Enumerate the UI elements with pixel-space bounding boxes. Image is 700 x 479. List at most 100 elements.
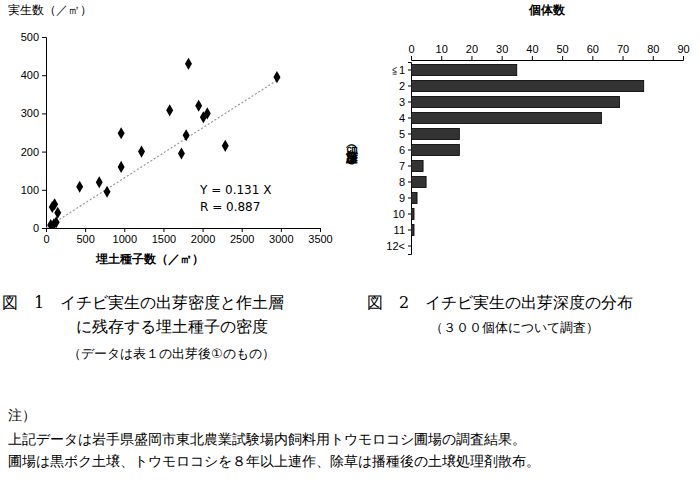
- tick-mark: [408, 230, 411, 231]
- tick-label: 0: [408, 43, 414, 55]
- caption-title: 図 1 イチビ実生の出芽密度と作土層: [2, 293, 284, 312]
- tick-mark: [532, 56, 533, 60]
- tick-mark: [408, 134, 411, 135]
- tick: 3: [399, 96, 411, 108]
- bar: [411, 112, 601, 123]
- tick-label: 1000: [113, 233, 137, 245]
- x-axis: 0 10 20 30 40 50 60 70 80 90: [408, 43, 689, 61]
- tick-mark: [124, 228, 125, 232]
- tick: 400: [21, 69, 46, 81]
- tick-label: 3500: [308, 233, 332, 245]
- point: [222, 140, 229, 152]
- tick-mark: [408, 118, 411, 119]
- point: [76, 181, 83, 193]
- bar: [411, 144, 459, 155]
- tick: 10: [393, 208, 411, 220]
- tick-mark: [408, 182, 411, 183]
- y-axis-title: 出芽深度（㎝）: [345, 141, 359, 165]
- tick-label: 90: [677, 43, 689, 55]
- bar-chart: 0102030405060708090≦123456789101112<個体数出…: [345, 3, 690, 335]
- point: [273, 71, 280, 83]
- tick-mark: [203, 228, 204, 232]
- tick-label: 4: [399, 112, 405, 124]
- tick-label: 3000: [269, 233, 293, 245]
- x-axis-title: 埋土種子数（／㎡）: [95, 252, 204, 266]
- point: [54, 207, 61, 219]
- page: 0500100015002000250030003500010020030040…: [0, 0, 700, 479]
- tick: 500: [76, 228, 94, 245]
- tick: 8: [399, 176, 411, 188]
- tick-mark: [411, 56, 412, 60]
- tick: 3000: [269, 228, 293, 245]
- tick-label: 2500: [230, 233, 254, 245]
- trendline: [46, 78, 281, 228]
- tick-mark: [502, 56, 503, 60]
- tick: 3500: [308, 228, 332, 245]
- caption-subtitle: （データは表１の出芽後①のもの）: [68, 346, 275, 361]
- tick: 4: [399, 112, 411, 124]
- annotation: R = 0.887: [200, 200, 260, 214]
- tick-label: 0: [33, 222, 39, 234]
- tick: 20: [466, 43, 478, 60]
- tick-label: 5: [399, 128, 405, 140]
- point: [118, 161, 125, 173]
- tick-label: 7: [399, 160, 405, 172]
- tick-mark: [42, 37, 46, 38]
- tick-label: 400: [21, 69, 39, 81]
- tick-label: 500: [76, 233, 94, 245]
- tick: 30: [496, 43, 508, 60]
- tick: 40: [526, 43, 538, 60]
- tick-mark: [242, 228, 243, 232]
- tick-mark: [408, 150, 411, 151]
- tick: 9: [399, 192, 411, 204]
- tick-mark: [42, 228, 46, 229]
- tick: 7: [399, 160, 411, 172]
- plot-area: [46, 58, 281, 228]
- tick-label: 9: [399, 192, 405, 204]
- tick: 0: [408, 43, 414, 60]
- caption-title: に残存する埋土種子の密度: [76, 317, 268, 336]
- y-axis-title: 実生数（／㎡）: [8, 3, 92, 17]
- tick-label: 10: [393, 208, 405, 220]
- tick-label: ≦1: [392, 64, 405, 76]
- tick-mark: [562, 56, 563, 60]
- tick-label: 6: [399, 144, 405, 156]
- tick: 80: [647, 43, 659, 60]
- tick: 1500: [152, 228, 176, 245]
- tick: 60: [587, 43, 599, 60]
- caption-title: 図 2 イチビ実生の出芽深度の分布: [367, 293, 633, 312]
- tick-mark: [408, 102, 411, 103]
- tick-label: 1500: [152, 233, 176, 245]
- point: [185, 58, 192, 70]
- tick: 300: [21, 107, 46, 119]
- bar: [411, 192, 417, 203]
- tick-label: 10: [436, 43, 448, 55]
- scatter-chart: 0500100015002000250030003500010020030040…: [2, 3, 333, 361]
- x-axis-title: 個体数: [528, 3, 566, 17]
- tick-mark: [42, 190, 46, 191]
- point: [183, 129, 190, 141]
- tick-mark: [281, 228, 282, 232]
- tick: 70: [617, 43, 629, 60]
- point: [96, 176, 103, 188]
- tick: 2: [399, 80, 411, 92]
- tick-mark: [471, 56, 472, 60]
- tick: 0: [43, 228, 49, 245]
- notes: 注）上記データは岩手県盛岡市東北農業試験場内飼料用トウモロコシ圃場の調査結果。圃…: [8, 407, 540, 469]
- tick: 11: [394, 224, 411, 236]
- bar: [411, 208, 414, 219]
- tick-mark: [408, 198, 411, 199]
- y-axis: ≦123456789101112<: [386, 63, 411, 255]
- axis-line: [408, 63, 412, 255]
- tick-mark: [42, 113, 46, 114]
- tick-mark: [683, 56, 684, 60]
- tick-label: 100: [21, 184, 39, 196]
- y-axis: 0100200300400500: [21, 31, 47, 234]
- tick-mark: [408, 214, 411, 215]
- tick-label: 500: [21, 31, 39, 43]
- tick: 100: [21, 184, 46, 196]
- tick-mark: [623, 56, 624, 60]
- tick-mark: [320, 228, 321, 232]
- tick: 10: [436, 43, 448, 60]
- tick: 50: [556, 43, 568, 60]
